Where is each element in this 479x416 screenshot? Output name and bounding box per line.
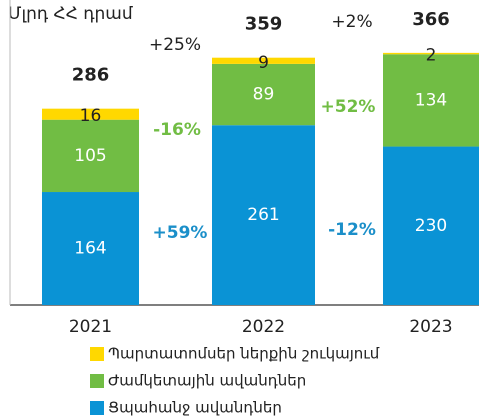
x-tick-label: 2023 [409,317,452,337]
x-tick-label: 2022 [242,317,285,337]
total-label: 366 [412,9,450,30]
total-label: 359 [245,14,283,35]
annotation: +25% [149,35,201,55]
x-tick-label: 2021 [69,317,112,337]
value-label: 89 [253,85,275,105]
annotation: +59% [153,223,208,243]
annotation: -12% [328,220,376,240]
total-label: 286 [72,65,110,86]
legend-label: Ժամկետային ավանդներ [108,372,306,390]
bar-segment [42,119,139,193]
bar-segment [42,192,139,305]
bar-segment [212,57,315,64]
value-label: 16 [80,106,102,126]
bar-segment [383,146,479,305]
value-label: 134 [415,90,447,110]
unit-label: Մլրդ ՀՀ դրամ [8,4,133,24]
value-label: 261 [247,205,279,225]
annotation: -16% [153,120,201,140]
legend-label: Պարտատոմսեր ներքին շուկայում [108,345,380,363]
value-label: 105 [74,146,106,166]
legend-swatch [90,347,104,361]
bar-segment [383,54,479,147]
value-label: 2 [426,46,437,66]
value-label: 9 [258,53,269,73]
legend-swatch [90,401,104,415]
value-label: 164 [74,239,106,259]
bar-segment [212,63,315,126]
bar-segment [383,52,479,55]
bar-segment [212,125,315,305]
legend-swatch [90,374,104,388]
bar-segment [42,108,139,120]
legend-label: Ցպահանջ ավանդներ [108,399,282,416]
value-label: 230 [415,216,447,236]
annotation: +52% [321,97,376,117]
annotation: +2% [331,12,372,32]
